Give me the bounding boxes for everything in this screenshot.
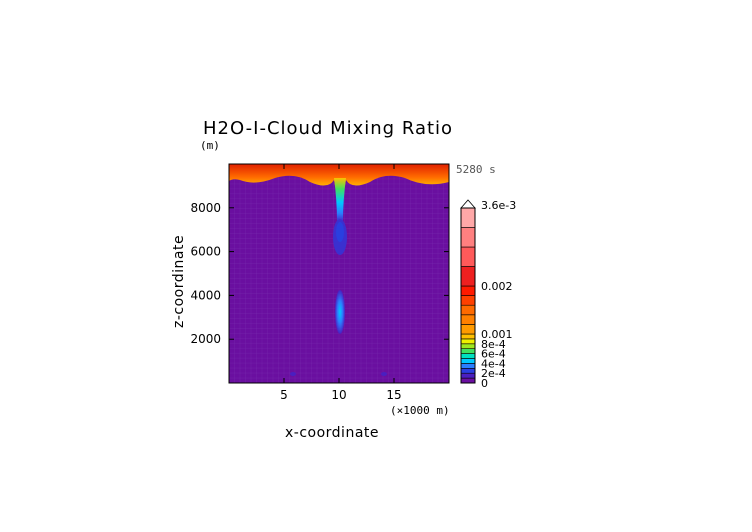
y-unit-label: (m) — [200, 139, 220, 152]
y-tick-label: 2000 — [190, 332, 221, 346]
y-axis-label: z-coordinate — [171, 235, 187, 328]
colorbar-max-arrow — [460, 199, 476, 209]
tick-labels: 5 10 15 2000 4000 6000 8000 — [190, 201, 401, 402]
colorbar-tick-label: 0 — [481, 377, 488, 390]
colorbar-tick-label: 0.002 — [481, 280, 513, 293]
colorbar-tick-label: 2e-4 — [481, 367, 506, 380]
low-level-blob — [335, 290, 345, 334]
colorbar: 3.6e-3 02e-44e-46e-48e-40.001 0.002 — [460, 199, 516, 390]
x-tick-label: 5 — [280, 388, 288, 402]
colorbar-swatch — [460, 333, 476, 340]
colorbar-swatch — [460, 304, 476, 316]
y-tick-label: 8000 — [190, 201, 221, 215]
surface-speck-left — [290, 372, 296, 376]
colorbar-swatch — [460, 348, 476, 354]
x-tick-label: 15 — [386, 388, 401, 402]
x-tick-label: 10 — [331, 388, 346, 402]
y-tick-label: 4000 — [190, 288, 221, 302]
colorbar-swatch — [460, 207, 476, 228]
colorbar-tick-label: 6e-4 — [481, 348, 506, 361]
colorbar-swatch — [460, 314, 476, 325]
colorbar-tick-label: 0.001 — [481, 328, 513, 341]
colorbar-swatch — [460, 227, 476, 248]
colorbar-swatch — [460, 246, 476, 267]
colorbar-swatch — [460, 343, 476, 349]
axis-ticks — [229, 164, 449, 383]
colorbar-swatch — [460, 266, 476, 287]
colorbar-swatch — [460, 358, 476, 364]
colorbar-swatch — [460, 285, 476, 296]
chart-title: H2O-I-Cloud Mixing Ratio — [203, 118, 453, 139]
plot-area — [229, 164, 449, 383]
colorbar-tick-label: 4e-4 — [481, 357, 506, 370]
colorbar-swatch — [460, 367, 476, 374]
time-label: 5280 s — [456, 163, 496, 176]
colorbar-swatch — [460, 324, 476, 335]
colorbar-max-label: 3.6e-3 — [481, 199, 516, 212]
colorbar-swatch — [460, 353, 476, 359]
surface-speck-right — [381, 372, 387, 376]
y-tick-label: 6000 — [190, 245, 221, 259]
colorbar-swatch — [460, 372, 476, 379]
mid-level-blob-core — [336, 222, 344, 242]
x-unit-label: (×1000 m) — [390, 404, 450, 417]
colorbar-tick-label: 8e-4 — [481, 338, 506, 351]
colorbar-swatch — [460, 338, 476, 345]
colorbar-frame — [460, 207, 476, 384]
central-plume — [334, 178, 346, 222]
colorbar-swatch — [460, 363, 476, 369]
x-axis-label: x-coordinate — [285, 425, 379, 441]
colorbar-swatch — [460, 295, 476, 306]
colorbar-swatch — [460, 377, 476, 384]
